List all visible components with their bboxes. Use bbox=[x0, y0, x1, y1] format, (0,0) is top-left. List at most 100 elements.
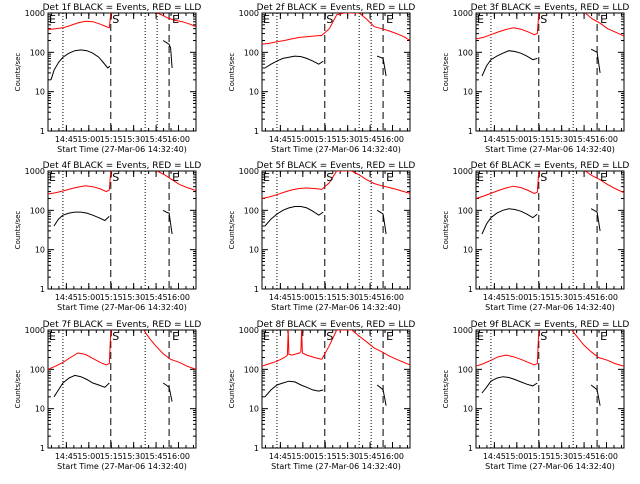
panel-title: Det 5f BLACK = Events, RED = LLD bbox=[257, 161, 416, 171]
panel-title: Det 2f BLACK = Events, RED = LLD bbox=[257, 3, 416, 13]
x-axis-label: Start Time (27-Mar-06 14:32:40) bbox=[485, 303, 615, 312]
x-tick-label: 15:30 bbox=[550, 293, 573, 302]
x-tick-label: 16:00 bbox=[167, 293, 190, 302]
panel-title: Det 4f BLACK = Events, RED = LLD bbox=[43, 161, 202, 171]
y-axis-label: Counts/sec bbox=[14, 211, 22, 250]
events-series-line bbox=[53, 374, 110, 398]
y-tick-label: 1 bbox=[254, 127, 259, 136]
y-axis-label: Counts/sec bbox=[442, 211, 450, 250]
x-tick-label: 16:00 bbox=[381, 135, 404, 144]
x-tick-label: 15:15 bbox=[314, 293, 337, 302]
panel-det-9: Det 9f BLACK = Events, RED = LLD 1 10 100 10… bbox=[442, 320, 629, 471]
end-marker-label: E bbox=[386, 171, 393, 184]
edge-marker-label: E bbox=[263, 171, 270, 184]
x-tick-label: 15:30 bbox=[122, 135, 145, 144]
x-tick-label: 14:45 bbox=[483, 293, 506, 302]
lld-series-line bbox=[476, 13, 540, 40]
y-tick-label: 1000 bbox=[453, 326, 473, 335]
events-series-line bbox=[481, 208, 538, 235]
y-axis-label: Counts/sec bbox=[228, 370, 236, 409]
events-series-line bbox=[162, 209, 173, 235]
events-series-line bbox=[376, 209, 387, 235]
y-axis-label: Counts/sec bbox=[14, 53, 22, 92]
start-marker-label: S bbox=[326, 13, 333, 26]
end-marker-label: E bbox=[172, 330, 179, 343]
x-tick-label: 16:00 bbox=[381, 293, 404, 302]
panel-det-3: Det 3f BLACK = Events, RED = LLD 1 10 100 10… bbox=[442, 3, 629, 154]
x-tick-label: 15:30 bbox=[122, 293, 145, 302]
x-tick-label: 15:45 bbox=[573, 135, 596, 144]
panel-title: Det 6f BLACK = Events, RED = LLD bbox=[471, 161, 630, 171]
end-marker-label: E bbox=[386, 330, 393, 343]
events-series-line bbox=[590, 48, 601, 73]
x-axis-label: Start Time (27-Mar-06 14:32:40) bbox=[57, 303, 187, 312]
end-marker-label: E bbox=[386, 13, 393, 26]
lld-series-line bbox=[571, 330, 624, 367]
y-tick-label: 100 bbox=[30, 48, 45, 57]
events-series-line bbox=[376, 55, 387, 77]
panel-title: Det 7f BLACK = Events, RED = LLD bbox=[43, 320, 202, 330]
plot-frame bbox=[261, 170, 411, 290]
start-marker-label: S bbox=[112, 13, 119, 26]
plot-frame bbox=[47, 12, 197, 132]
end-marker-label: E bbox=[600, 13, 607, 26]
edge-marker-label: E bbox=[49, 330, 56, 343]
y-tick-label: 1000 bbox=[25, 9, 45, 18]
events-series-line bbox=[590, 208, 601, 231]
x-tick-label: 15:45 bbox=[145, 452, 168, 461]
events-series-line bbox=[264, 380, 324, 398]
y-tick-label: 100 bbox=[30, 365, 45, 374]
lld-series-line bbox=[156, 13, 196, 28]
y-tick-label: 1 bbox=[468, 127, 473, 136]
x-tick-label: 15:00 bbox=[505, 135, 528, 144]
x-tick-label: 15:30 bbox=[550, 452, 573, 461]
y-tick-label: 10 bbox=[35, 405, 45, 414]
y-tick-label: 10 bbox=[249, 88, 259, 97]
edge-marker-label: E bbox=[477, 330, 484, 343]
x-tick-label: 15:15 bbox=[100, 452, 123, 461]
x-tick-label: 15:15 bbox=[528, 135, 551, 144]
y-tick-label: 1000 bbox=[25, 326, 45, 335]
plot-frame bbox=[261, 329, 411, 449]
events-series-line bbox=[53, 211, 110, 227]
panel-title: Det 3f BLACK = Events, RED = LLD bbox=[471, 3, 630, 13]
x-tick-label: 15:00 bbox=[291, 452, 314, 461]
y-tick-label: 1 bbox=[468, 285, 473, 294]
x-tick-label: 15:45 bbox=[359, 293, 382, 302]
start-marker-label: S bbox=[326, 171, 333, 184]
lld-series-line bbox=[476, 330, 540, 367]
y-tick-label: 1000 bbox=[453, 167, 473, 176]
y-tick-label: 10 bbox=[463, 88, 473, 97]
x-tick-label: 15:15 bbox=[528, 293, 551, 302]
x-tick-label: 15:00 bbox=[77, 452, 100, 461]
x-tick-label: 15:45 bbox=[359, 452, 382, 461]
y-tick-label: 10 bbox=[463, 246, 473, 255]
start-marker-label: S bbox=[540, 13, 547, 26]
lld-series-line bbox=[262, 330, 410, 367]
x-tick-label: 15:15 bbox=[100, 135, 123, 144]
x-axis-label: Start Time (27-Mar-06 14:32:40) bbox=[271, 145, 401, 154]
x-tick-label: 16:00 bbox=[167, 452, 190, 461]
y-tick-label: 100 bbox=[458, 206, 473, 215]
plot-frame bbox=[475, 12, 625, 132]
x-tick-label: 16:00 bbox=[595, 293, 618, 302]
y-tick-label: 100 bbox=[458, 48, 473, 57]
x-tick-label: 15:00 bbox=[505, 293, 528, 302]
x-tick-label: 16:00 bbox=[167, 135, 190, 144]
y-tick-label: 10 bbox=[249, 246, 259, 255]
y-tick-label: 1000 bbox=[239, 167, 259, 176]
lld-series-line bbox=[262, 171, 410, 199]
y-tick-label: 100 bbox=[244, 48, 259, 57]
events-series-line bbox=[481, 50, 538, 77]
x-tick-label: 15:00 bbox=[77, 135, 100, 144]
x-tick-label: 15:30 bbox=[336, 293, 359, 302]
lld-series-line bbox=[584, 171, 624, 194]
y-axis-label: Counts/sec bbox=[228, 53, 236, 92]
x-tick-label: 15:00 bbox=[505, 452, 528, 461]
lld-series-line bbox=[48, 330, 112, 370]
y-axis-label: Counts/sec bbox=[442, 370, 450, 409]
y-axis-label: Counts/sec bbox=[442, 53, 450, 92]
plot-frame bbox=[47, 170, 197, 290]
start-marker-label: S bbox=[112, 171, 119, 184]
x-tick-label: 16:00 bbox=[595, 452, 618, 461]
